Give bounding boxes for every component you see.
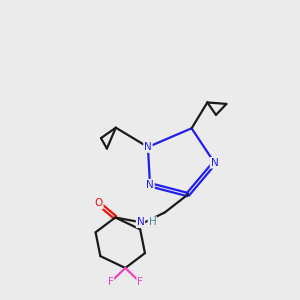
Text: F: F bbox=[137, 277, 143, 287]
Text: N: N bbox=[136, 217, 144, 227]
Text: F: F bbox=[107, 277, 113, 287]
Text: N: N bbox=[211, 158, 218, 168]
Text: H: H bbox=[148, 217, 156, 227]
Text: N: N bbox=[146, 180, 154, 190]
Text: N: N bbox=[144, 142, 152, 152]
Text: O: O bbox=[94, 199, 103, 208]
